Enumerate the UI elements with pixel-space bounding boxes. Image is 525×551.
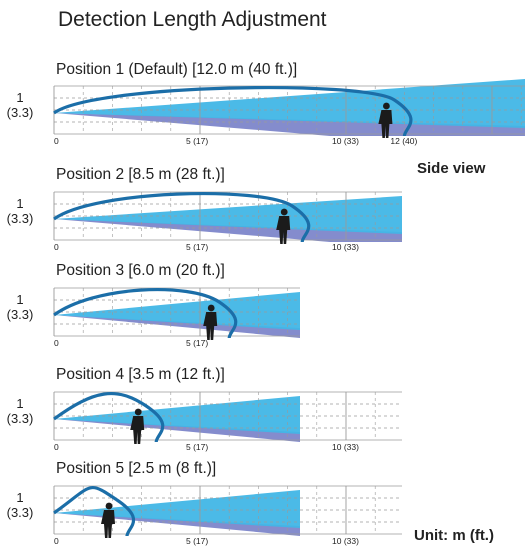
detection-arc	[53, 287, 238, 339]
unit-label: Unit: m (ft.)	[414, 527, 494, 544]
detection-arc	[53, 192, 311, 243]
person-icon	[130, 408, 145, 444]
y-axis-label: 1 (3.3)	[5, 490, 35, 520]
x-tick-label: 5 (17)	[186, 536, 208, 546]
y-axis-label-value: 1	[16, 490, 24, 505]
position-label: Position 2 [8.5 m (28 ft.)]	[56, 166, 225, 183]
x-tick-label: 5 (17)	[186, 442, 208, 452]
x-tick-label: 5 (17)	[186, 136, 208, 146]
y-axis-label-unit: (3.3)	[6, 211, 34, 226]
x-tick-label: 0	[54, 536, 59, 546]
ground-beam	[54, 419, 300, 442]
side-view-label: Side view	[417, 160, 486, 177]
y-axis-label-value: 1	[16, 90, 24, 105]
x-tick-label: 0	[54, 338, 59, 348]
y-axis-label: 1 (3.3)	[5, 292, 35, 322]
detection-beam	[54, 196, 402, 234]
y-axis-label-unit: (3.3)	[6, 411, 34, 426]
detection-beam	[54, 396, 300, 434]
x-tick-label: 0	[54, 442, 59, 452]
y-axis-label-value: 1	[16, 196, 24, 211]
x-tick-label: 0	[54, 242, 59, 252]
x-tick-label: 5 (17)	[186, 242, 208, 252]
position-label: Position 4 [3.5 m (12 ft.)]	[56, 366, 225, 383]
ground-beam	[54, 513, 300, 536]
position-label: Position 5 [2.5 m (8 ft.)]	[56, 460, 217, 477]
diagram-title: Detection Length Adjustment	[58, 8, 327, 31]
person-icon	[101, 502, 115, 538]
y-axis-label-value: 1	[16, 396, 24, 411]
detection-beam	[54, 292, 300, 330]
ground-beam	[54, 315, 300, 338]
detection-arc	[53, 85, 413, 137]
y-axis-label-unit: (3.3)	[6, 307, 34, 322]
y-axis-label: 1 (3.3)	[5, 90, 35, 120]
y-axis-label-value: 1	[16, 292, 24, 307]
y-axis-label-unit: (3.3)	[6, 105, 34, 120]
x-tick-label: 10 (33)	[332, 136, 359, 146]
detection-beam	[54, 79, 525, 128]
position-label: Position 3 [6.0 m (20 ft.)]	[56, 262, 225, 279]
y-axis-label: 1 (3.3)	[5, 196, 35, 226]
person-icon	[378, 102, 393, 138]
person-icon	[276, 208, 291, 244]
y-axis-label: 1 (3.3)	[5, 396, 35, 426]
person-icon	[203, 304, 218, 340]
x-tick-label: 10 (33)	[332, 536, 359, 546]
y-axis-label-unit: (3.3)	[6, 505, 34, 520]
x-tick-label: 5 (17)	[186, 338, 208, 348]
x-tick-label: 12 (40)	[390, 136, 417, 146]
position-label: Position 1 (Default) [12.0 m (40 ft.)]	[56, 61, 298, 78]
ground-beam	[54, 219, 402, 242]
detection-beam	[54, 490, 300, 528]
detection-arc	[53, 485, 136, 537]
x-tick-label: 10 (33)	[332, 442, 359, 452]
x-tick-label: 10 (33)	[332, 242, 359, 252]
x-tick-label: 0	[54, 136, 59, 146]
detection-arc	[53, 392, 165, 443]
